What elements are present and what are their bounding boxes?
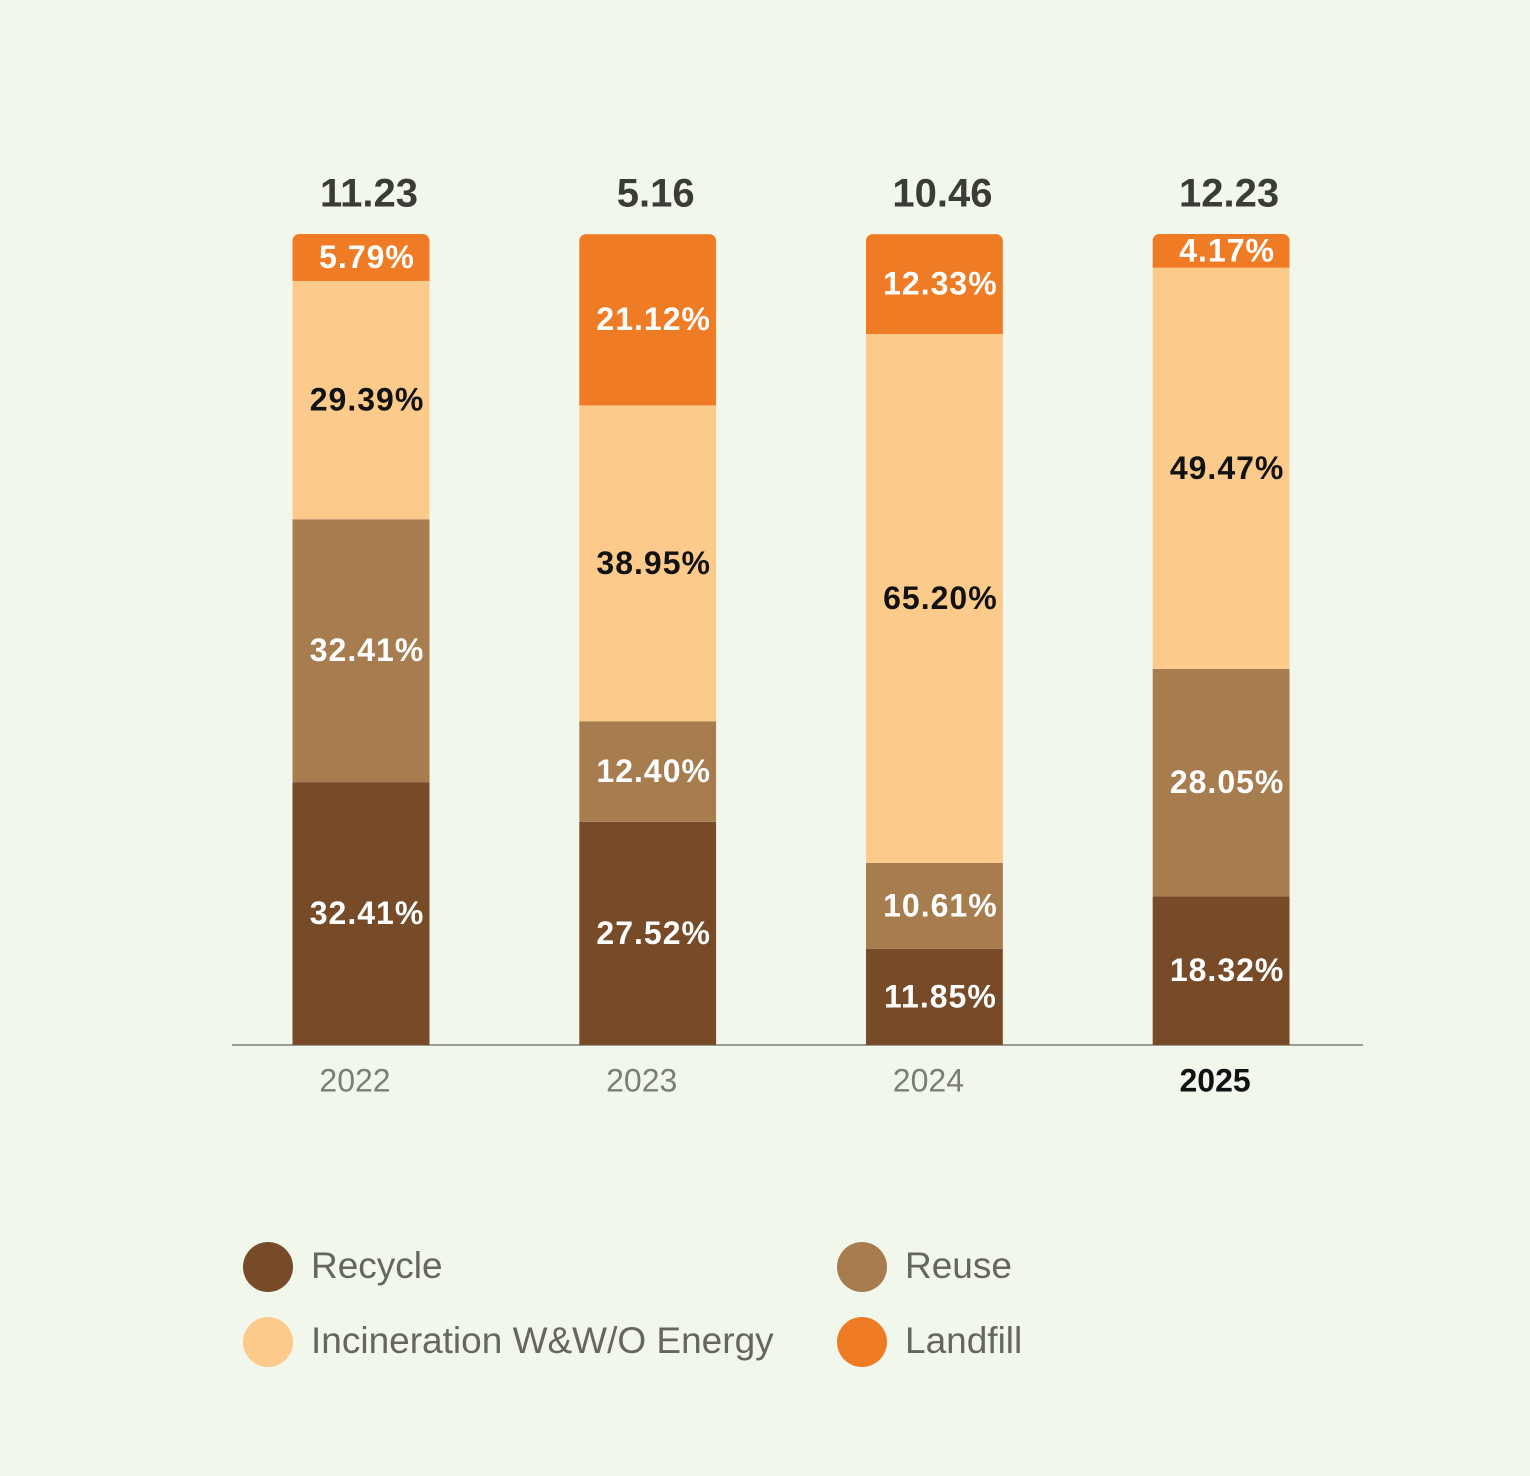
bar-segment xyxy=(865,862,1003,949)
data-label: 12.33% xyxy=(883,266,998,302)
bar-stack xyxy=(1152,233,1290,1045)
bar-segment xyxy=(579,821,717,1045)
total-label: 11.23 xyxy=(320,172,418,216)
data-label: 4.17% xyxy=(1179,232,1275,268)
bar-segment xyxy=(1152,668,1290,897)
bar-segment xyxy=(1152,233,1290,268)
bar-segment xyxy=(579,234,717,406)
legend-label: Landfill xyxy=(905,1320,1022,1361)
bar-segment xyxy=(579,405,717,722)
bar-segment xyxy=(865,334,1003,863)
data-label: 32.41% xyxy=(310,632,425,668)
total-label: 10.46 xyxy=(892,172,992,216)
legend-label: Recycle xyxy=(311,1245,443,1286)
bar-stack xyxy=(865,234,1003,1045)
x-tick-label: 2023 xyxy=(606,1062,677,1098)
legend-swatch xyxy=(837,1242,887,1292)
total-label: 12.23 xyxy=(1179,171,1279,215)
data-label: 10.61% xyxy=(883,887,998,923)
data-label: 32.41% xyxy=(310,895,425,931)
legend-swatch xyxy=(837,1317,887,1367)
x-tick-label: 2025 xyxy=(1180,1062,1251,1098)
bar-segment xyxy=(865,234,1003,335)
data-label: 38.95% xyxy=(596,545,711,581)
bar-stack xyxy=(292,234,430,1045)
data-label: 18.32% xyxy=(1170,952,1285,988)
data-label: 5.79% xyxy=(319,239,415,275)
data-label: 65.20% xyxy=(883,580,998,616)
legend-swatch xyxy=(243,1317,293,1367)
bar-segment xyxy=(292,280,430,520)
total-label: 5.16 xyxy=(617,172,695,216)
data-label: 29.39% xyxy=(310,382,425,418)
legend-label: Reuse xyxy=(905,1245,1012,1286)
data-label: 27.52% xyxy=(596,915,711,951)
bar-segment xyxy=(579,721,717,822)
data-label: 49.47% xyxy=(1170,450,1285,486)
x-tick-label: 2024 xyxy=(893,1062,964,1098)
data-label: 28.05% xyxy=(1170,764,1285,800)
bar-segment xyxy=(865,948,1003,1045)
data-label: 11.85% xyxy=(884,978,997,1014)
legend-swatch xyxy=(243,1242,293,1292)
bar-segment xyxy=(1152,896,1290,1045)
data-label: 12.40% xyxy=(596,753,711,789)
legend-label: Incineration W&W/O Energy xyxy=(311,1320,774,1361)
bar-segment xyxy=(292,782,430,1045)
bar-stack xyxy=(579,234,717,1045)
bar-segment xyxy=(292,234,430,281)
bar-segment xyxy=(1152,267,1290,669)
x-tick-label: 2022 xyxy=(319,1062,390,1098)
data-label: 21.12% xyxy=(596,301,711,337)
bar-segment xyxy=(292,519,430,783)
